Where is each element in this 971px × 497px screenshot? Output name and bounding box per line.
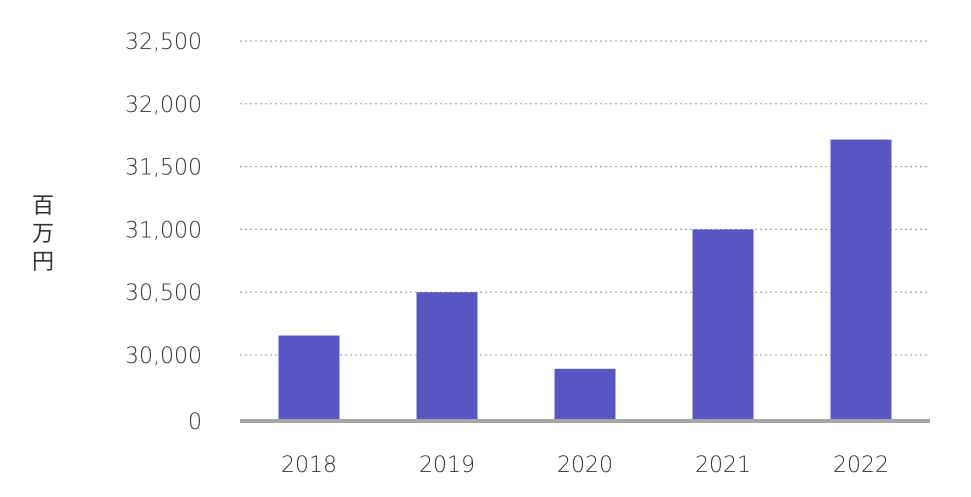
y-tick-label: 31,000 [125,218,202,243]
x-axis-ticks: 2018 2019 2020 2021 2022 [281,453,889,478]
x-tick-label: 2019 [419,453,475,478]
y-tick-label: 32,000 [125,93,202,118]
gridlines [240,40,930,356]
bar-2019 [416,292,478,421]
x-tick-label: 2020 [557,453,613,478]
bar-2020 [554,368,616,421]
x-tick-label: 2018 [281,453,337,478]
bars [278,139,892,421]
y-tick-label: 0 [188,410,202,435]
y-tick-label: 30,000 [125,344,202,369]
bar-2018 [278,335,340,421]
baseline [240,419,930,423]
x-tick-label: 2021 [695,453,751,478]
y-axis-ticks: 0 30,000 30,500 31,000 31,500 32,000 32,500 [125,30,202,435]
x-tick-label: 2022 [833,453,889,478]
bar-2022 [830,139,892,421]
y-tick-label: 30,500 [125,281,202,306]
y-tick-label: 32,500 [125,30,202,55]
x-axis-baseline [240,419,930,423]
bar-2021 [692,229,754,421]
y-axis-label: 百万円 [32,194,54,275]
y-tick-label: 31,500 [125,156,202,181]
